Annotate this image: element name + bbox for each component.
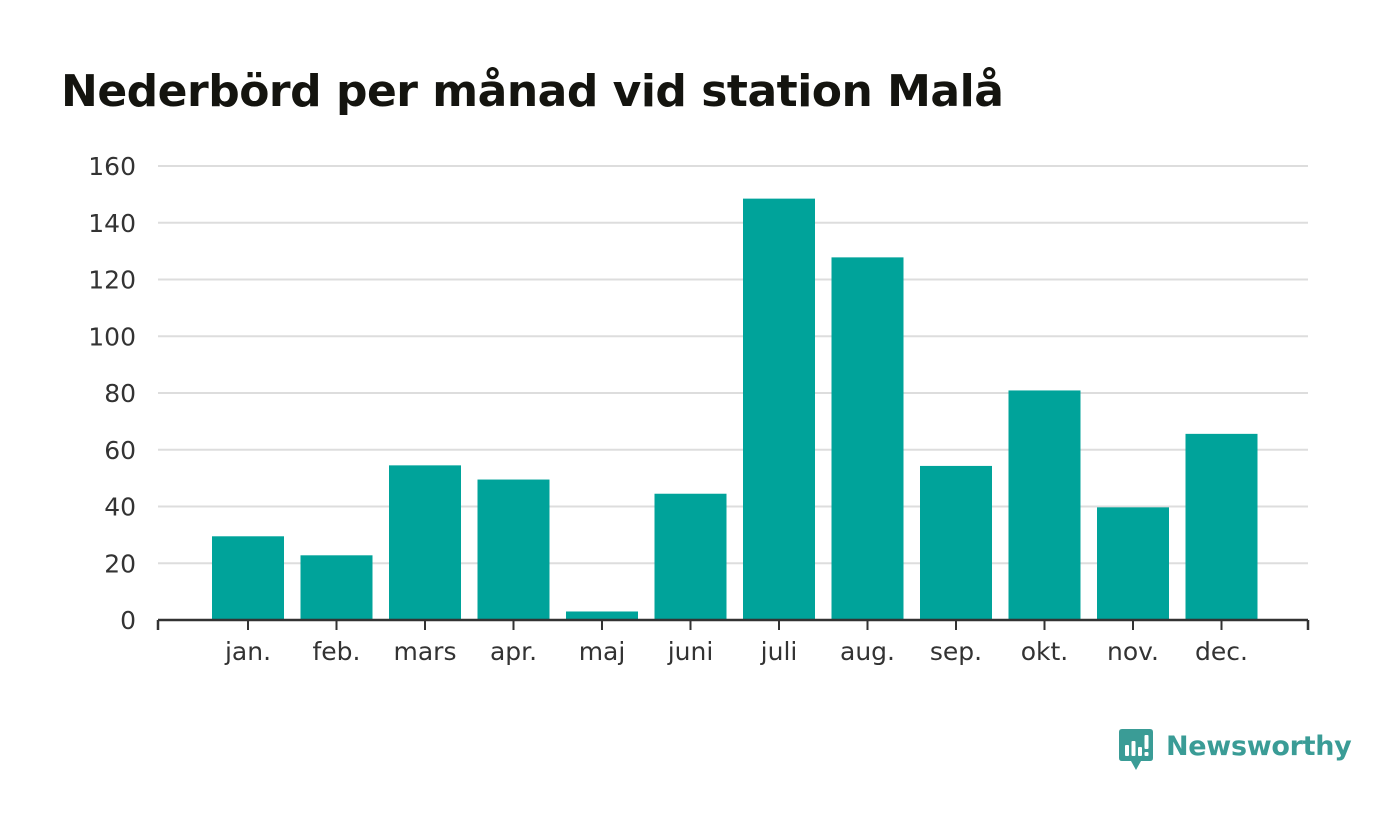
bar-chart: 0 20 40 60 80 100 120 140 160 jan. feb. mars apr. ma…: [88, 152, 1310, 666]
gridlines: [158, 165, 1308, 565]
y-tick-label: 40: [104, 493, 136, 522]
y-axis-tick-labels: 0 20 40 60 80 100 120 140 160: [88, 152, 136, 635]
x-tick-label: maj: [579, 637, 626, 666]
x-tick-label: juni: [667, 637, 714, 666]
y-tick-label: 140: [88, 209, 136, 238]
newsworthy-logo-icon: [1119, 729, 1153, 770]
x-tick-label: feb.: [313, 637, 361, 666]
x-axis-tick-labels: jan. feb. mars apr. maj juni juli aug. sep. okt. n…: [224, 637, 1248, 666]
x-tick-label: sep.: [930, 637, 982, 666]
bar-apr: [477, 479, 550, 620]
bar-juli: [743, 198, 815, 620]
newsworthy-brand: Newsworthy: [1118, 728, 1352, 772]
x-axis: [156, 618, 1310, 630]
brand-name: Newsworthy: [1166, 731, 1352, 762]
bar-feb: [300, 555, 373, 620]
bar-maj: [566, 611, 638, 620]
x-tick-label: okt.: [1021, 637, 1069, 666]
x-tick-label: aug.: [840, 637, 895, 666]
bar-mars: [389, 465, 461, 620]
y-tick-label: 20: [104, 549, 136, 578]
chart-title: Nederbörd per månad vid station Malå: [61, 66, 1004, 117]
bar-aug: [831, 257, 904, 620]
y-tick-label: 80: [104, 379, 136, 408]
y-tick-label: 0: [120, 606, 136, 635]
x-tick-label: apr.: [490, 637, 537, 666]
x-tick-label: juli: [760, 637, 798, 666]
bar-nov: [1097, 507, 1169, 620]
bar-sep: [920, 465, 992, 620]
bar-juni: [654, 493, 727, 620]
x-tick-label: dec.: [1195, 637, 1248, 666]
bar-jan: [212, 536, 284, 620]
x-tick-label: nov.: [1107, 637, 1159, 666]
x-tick-label: mars: [394, 637, 457, 666]
y-tick-label: 60: [104, 436, 136, 465]
y-tick-label: 160: [88, 152, 136, 181]
y-tick-label: 100: [88, 322, 136, 351]
bar-okt: [1008, 390, 1081, 620]
bars: [212, 198, 1258, 620]
bar-dec: [1185, 433, 1258, 620]
y-tick-label: 120: [88, 266, 136, 295]
x-tick-label: jan.: [224, 637, 271, 666]
